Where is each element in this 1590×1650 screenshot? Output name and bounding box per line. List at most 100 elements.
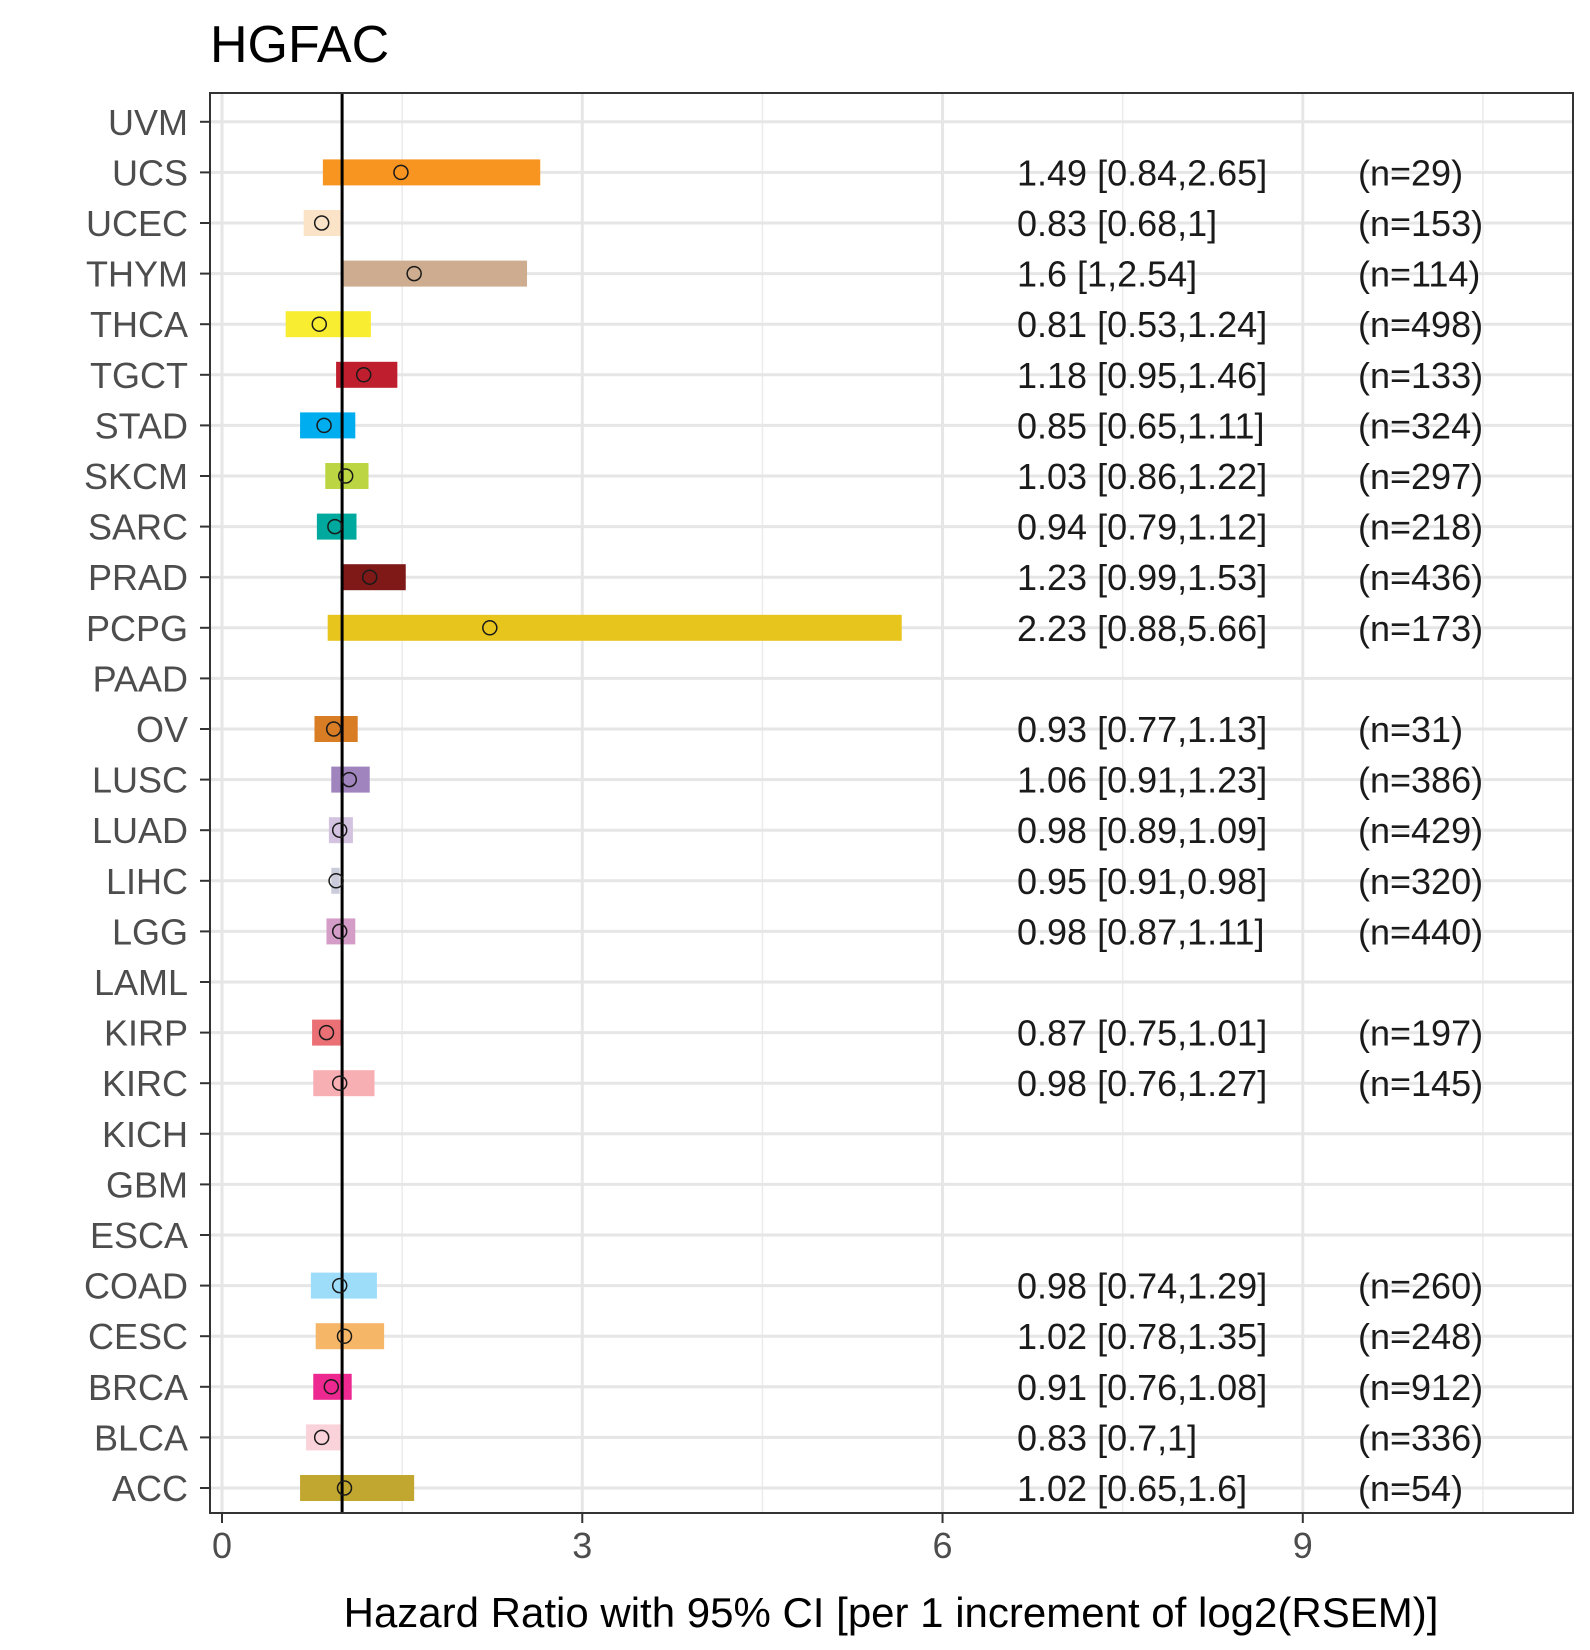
- y-tick-label: GBM: [106, 1164, 188, 1205]
- point-estimate-ov: [325, 721, 342, 737]
- ci-annotation: 0.98 [0.89,1.09]: [1017, 810, 1267, 851]
- ci-bar-prad: [340, 564, 406, 591]
- n-annotation: (n=429): [1358, 810, 1483, 851]
- point-estimate-acc: [336, 1480, 353, 1496]
- ci-annotation: 1.6 [1,2.54]: [1017, 254, 1197, 295]
- n-annotation: (n=436): [1358, 557, 1483, 598]
- ci-bar-sarc: [316, 513, 357, 540]
- ci-annotation: 0.83 [0.68,1]: [1017, 203, 1217, 244]
- n-annotation: (n=324): [1358, 405, 1483, 446]
- point-estimate-coad: [331, 1277, 348, 1294]
- ci-bar-ov: [314, 716, 358, 742]
- x-tick-label: 6: [933, 1525, 953, 1566]
- n-annotation: (n=248): [1358, 1316, 1483, 1357]
- point-estimate-lgg: [331, 923, 348, 940]
- ci-annotation: 1.03 [0.86,1.22]: [1017, 456, 1267, 497]
- ci-bar-kirp: [312, 1019, 344, 1046]
- point-estimate-kirc: [331, 1075, 348, 1091]
- y-tick-label: LUAD: [92, 810, 188, 851]
- y-tick-label: PCPG: [86, 608, 188, 649]
- n-annotation: (n=31): [1358, 709, 1463, 750]
- ci-bar-thym: [342, 260, 528, 287]
- ci-bar-lihc: [331, 867, 340, 894]
- ci-annotation: 0.87 [0.75,1.01]: [1017, 1013, 1267, 1054]
- point-estimate-tgct: [355, 367, 372, 383]
- point-estimate-prad: [361, 569, 378, 585]
- ci-bar-lusc: [331, 766, 370, 793]
- n-annotation: (n=29): [1358, 152, 1463, 193]
- ci-annotation: 0.98 [0.74,1.29]: [1017, 1266, 1267, 1307]
- n-annotation: (n=133): [1358, 355, 1483, 396]
- y-tick-label: OV: [136, 709, 188, 750]
- ci-bar-ucs: [322, 159, 541, 186]
- point-estimate-thym: [406, 265, 422, 282]
- annotation-layer: 1.02 [0.65,1.6] (n=54) 0.83 [0.7,1] (n=336)…: [1017, 152, 1483, 1509]
- x-axis: 0 3 6 9: [212, 1513, 1313, 1566]
- ci-annotation: 0.98 [0.87,1.11]: [1017, 911, 1265, 952]
- ci-bar-acc: [300, 1475, 415, 1501]
- ci-bar-coad: [310, 1272, 377, 1299]
- y-tick-label: SARC: [88, 507, 188, 548]
- plot-panel: [210, 93, 1573, 1513]
- n-annotation: (n=912): [1358, 1367, 1483, 1408]
- y-tick-label: LIHC: [106, 861, 188, 902]
- grid-layer: [210, 93, 1573, 1513]
- y-tick-label: LGG: [112, 911, 188, 952]
- ci-bar-stad: [300, 412, 356, 439]
- ci-annotation: 0.93 [0.77,1.13]: [1017, 709, 1267, 750]
- ci-annotation: 0.83 [0.7,1]: [1017, 1417, 1197, 1458]
- point-estimate-luad: [331, 822, 348, 838]
- ci-annotation: 0.91 [0.76,1.08]: [1017, 1367, 1267, 1408]
- ci-bar-pcpg: [327, 614, 902, 641]
- n-annotation: (n=218): [1358, 507, 1483, 548]
- point-estimate-skcm: [337, 468, 354, 484]
- y-tick-label: UCS: [112, 152, 188, 193]
- y-tick-label: CESC: [88, 1316, 188, 1357]
- n-annotation: (n=320): [1358, 861, 1483, 902]
- plot-border: [209, 92, 1574, 1514]
- point-estimate-stad: [316, 417, 332, 434]
- ci-annotation: 1.06 [0.91,1.23]: [1017, 760, 1267, 801]
- y-tick-label: BRCA: [88, 1367, 188, 1408]
- point-estimate-cesc: [336, 1328, 353, 1344]
- ci-annotation: 1.18 [0.95,1.46]: [1017, 355, 1267, 396]
- point-estimate-pcpg: [482, 620, 498, 636]
- n-annotation: (n=336): [1358, 1417, 1483, 1458]
- y-tick-label: COAD: [84, 1266, 188, 1307]
- n-annotation: (n=297): [1358, 456, 1483, 497]
- x-tick-label: 9: [1293, 1525, 1313, 1566]
- y-tick-label: ACC: [112, 1468, 188, 1509]
- ci-bar-ucec: [303, 210, 343, 236]
- point-estimate-ucs: [393, 164, 409, 181]
- ci-annotation: 2.23 [0.88,5.66]: [1017, 608, 1267, 649]
- ci-annotation: 1.02 [0.65,1.6]: [1017, 1468, 1247, 1509]
- ci-bar-blca: [306, 1424, 343, 1451]
- n-annotation: (n=386): [1358, 760, 1483, 801]
- ci-annotation: 0.81 [0.53,1.24]: [1017, 304, 1267, 345]
- ci-bar-brca: [313, 1373, 352, 1400]
- ci-annotation: 0.95 [0.91,0.98]: [1017, 861, 1267, 902]
- y-tick-label: PAAD: [93, 658, 188, 699]
- y-tick-label: SKCM: [84, 456, 188, 497]
- point-estimate-sarc: [327, 518, 343, 535]
- x-axis-label: Hazard Ratio with 95% CI [per 1 incremen…: [344, 1589, 1439, 1636]
- ci-bar-tgct: [336, 361, 398, 388]
- n-annotation: (n=197): [1358, 1013, 1483, 1054]
- chart-title: HGFAC: [210, 16, 389, 74]
- n-annotation: (n=498): [1358, 304, 1483, 345]
- ci-bar-skcm: [325, 463, 369, 489]
- ci-annotation: 0.94 [0.79,1.12]: [1017, 507, 1267, 548]
- y-tick-label: TGCT: [90, 355, 188, 396]
- ci-annotation: 1.49 [0.84,2.65]: [1017, 152, 1267, 193]
- point-estimate-kirp: [318, 1024, 335, 1041]
- y-tick-label: LAML: [94, 962, 188, 1003]
- point-layer: [311, 164, 498, 1496]
- point-estimate-ucec: [313, 215, 330, 231]
- point-estimate-blca: [313, 1429, 330, 1446]
- n-annotation: (n=173): [1358, 608, 1483, 649]
- y-tick-label: PRAD: [88, 557, 188, 598]
- y-tick-label: BLCA: [94, 1417, 188, 1458]
- point-estimate-brca: [323, 1379, 340, 1395]
- ci-bar-cesc: [315, 1323, 385, 1350]
